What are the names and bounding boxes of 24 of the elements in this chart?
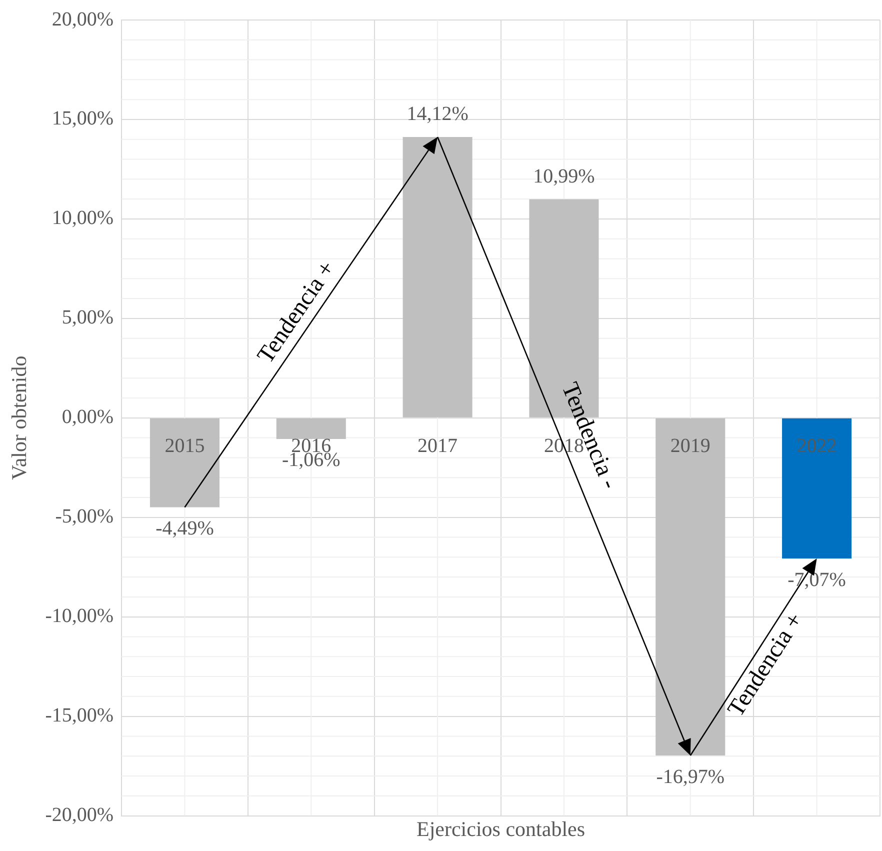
data-label: 14,12% — [406, 103, 468, 126]
y-tick-label: 10,00% — [52, 207, 114, 230]
y-tick-label: -10,00% — [45, 605, 114, 628]
y-tick-label: 5,00% — [62, 306, 114, 329]
y-tick-label: 15,00% — [52, 108, 114, 130]
y-axis-title: Valor obtenido — [7, 356, 32, 480]
data-label: -16,97% — [656, 766, 725, 788]
x-tick-label: 2022 — [796, 435, 837, 458]
bar — [656, 418, 726, 756]
data-label: 10,99% — [533, 166, 595, 188]
bar — [150, 418, 220, 508]
x-tick-label: 2019 — [670, 435, 710, 458]
bar — [402, 136, 472, 418]
data-label: -4,49% — [156, 517, 214, 540]
y-tick-label: 20,00% — [52, 8, 114, 30]
bar — [782, 418, 852, 559]
y-tick-label: 0,00% — [62, 406, 114, 428]
y-tick-label: -5,00% — [55, 506, 114, 528]
bar — [276, 418, 346, 439]
y-tick-label: -20,00% — [45, 804, 114, 826]
x-tick-label: 2017 — [418, 435, 458, 458]
x-axis-title: Ejercicios contables — [416, 816, 586, 841]
x-tick-label: 2015 — [164, 435, 205, 458]
y-tick-label: -15,00% — [45, 704, 114, 727]
